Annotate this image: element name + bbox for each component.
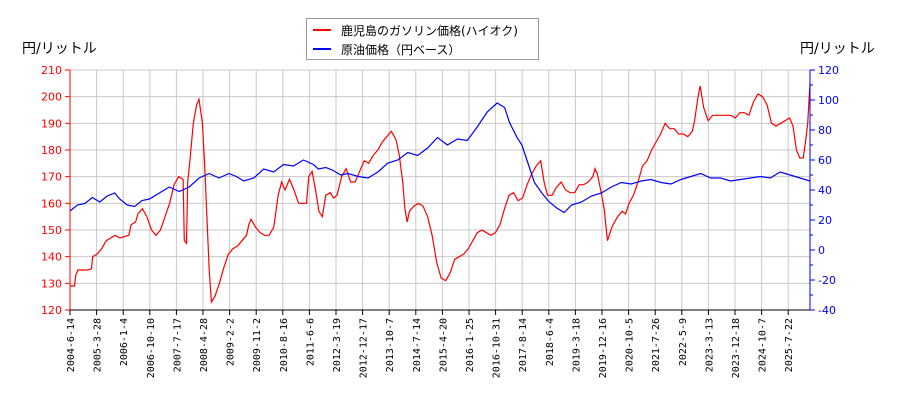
x-axis-tick-label: 2013-10-7	[385, 318, 396, 372]
x-axis-tick-label: 2009-2-2	[226, 318, 237, 366]
gasoline-price-line	[70, 83, 811, 304]
left-axis-tick-label: 150	[41, 224, 62, 237]
left-axis-unit-label: 円/リットル	[22, 41, 97, 57]
left-axis-tick-label: 200	[41, 91, 62, 104]
x-axis-tick-label: 2018-6-4	[545, 318, 556, 366]
right-axis-tick-label: 20	[818, 214, 832, 227]
x-axis-tick-label: 2004-6-14	[66, 318, 77, 372]
x-axis-tick-label: 2005-3-28	[93, 318, 104, 372]
left-axis-tick-label: 190	[41, 117, 62, 130]
x-axis-tick-label: 2024-10-7	[758, 318, 769, 372]
x-axis-tick-label: 2012-12-17	[359, 318, 370, 378]
left-axis-tick-label: 180	[41, 144, 62, 157]
x-axis-tick-label: 2023-3-13	[704, 318, 715, 372]
legend-swatch-red	[313, 29, 331, 31]
left-axis-tick-label: 160	[41, 197, 62, 210]
x-axis-tick-label: 2006-10-10	[146, 318, 157, 378]
x-axis-tick-label: 2015-4-20	[438, 318, 449, 372]
right-axis-tick-label: 0	[818, 244, 825, 257]
legend-item-gasoline: 鹿児島のガソリン価格(ハイオク)	[313, 21, 518, 39]
x-axis-tick-label: 2017-8-14	[518, 318, 529, 372]
x-axis-tick-label: 2016-10-31	[492, 318, 503, 378]
left-axis-tick-label: 130	[41, 277, 62, 290]
crude-oil-price-line	[69, 102, 811, 214]
x-axis-tick-label: 2023-12-18	[731, 318, 742, 378]
left-axis-tick-label: 120	[41, 304, 62, 317]
left-axis-tick-label: 140	[41, 251, 62, 264]
x-axis-tick-label: 2019-12-16	[598, 318, 609, 378]
right-axis-tick-label: 60	[818, 154, 832, 167]
right-axis-tick-label: -40	[818, 304, 836, 317]
right-axis-unit-label: 円/リットル	[800, 41, 875, 57]
legend-label-gasoline: 鹿児島のガソリン価格(ハイオク)	[341, 23, 518, 38]
right-axis-tick-label: 40	[818, 184, 832, 197]
left-axis-tick-label: 210	[41, 64, 62, 77]
left-axis-tick-label: 170	[41, 171, 62, 184]
x-axis-tick-label: 2010-8-16	[279, 318, 290, 372]
x-axis-tick-label: 2020-10-5	[625, 318, 636, 372]
legend-item-crude-oil: 原油価格（円ベース）	[313, 40, 460, 58]
x-axis-tick-label: 2007-7-17	[172, 318, 183, 372]
x-axis-tick-label: 2019-3-18	[571, 318, 582, 372]
x-axis-tick-label: 2021-7-26	[651, 318, 662, 372]
x-axis-tick-label: 2022-5-9	[678, 318, 689, 366]
x-axis-tick-label: 2009-11-2	[252, 318, 263, 372]
x-axis-tick-label: 2011-6-6	[305, 318, 316, 366]
legend-swatch-blue	[313, 48, 331, 50]
right-axis-tick-label: 120	[818, 64, 839, 77]
legend-label-crude-oil: 原油価格（円ベース）	[341, 42, 461, 57]
x-axis-tick-label: 2006-1-4	[119, 318, 130, 366]
x-axis-tick-label: 2012-3-19	[332, 318, 343, 372]
x-axis-tick-label: 2016-1-25	[465, 318, 476, 372]
x-axis-tick-label: 2014-7-14	[412, 318, 423, 372]
x-axis-tick-label: 2008-4-28	[199, 318, 210, 372]
x-axis-tick-label: 2025-7-22	[784, 318, 795, 372]
right-axis-tick-label: 100	[818, 94, 839, 107]
chart-legend: 鹿児島のガソリン価格(ハイオク) 原油価格（円ベース）	[306, 18, 539, 60]
right-axis-tick-label: 80	[818, 124, 832, 137]
right-axis-tick-label: -20	[818, 274, 836, 287]
grid	[69, 69, 810, 311]
